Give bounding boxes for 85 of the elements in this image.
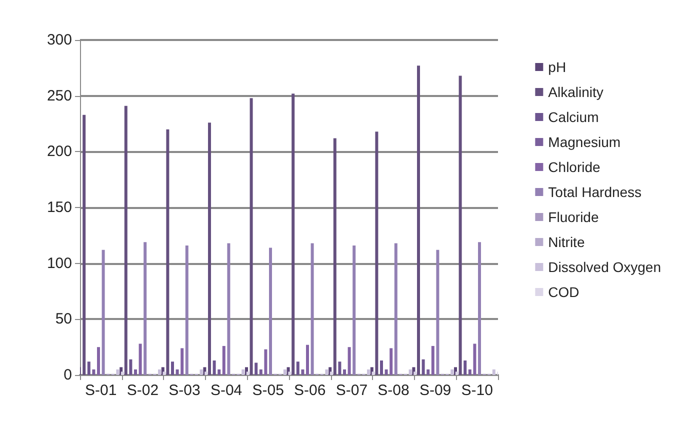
legend-label: Calcium [548,109,599,125]
legend-label: Dissolved Oxygen [548,259,661,275]
bar [121,372,124,375]
bar [394,243,398,375]
bar [426,369,430,375]
bar [436,250,440,375]
y-tick-label: 250 [46,87,72,104]
bar [92,369,96,375]
bar [138,344,142,375]
bar [102,250,105,375]
bar [330,372,333,375]
y-tick-label: 100 [46,254,72,272]
bar [246,372,250,375]
bar [116,369,120,375]
bar [200,369,203,375]
bar [242,369,245,375]
bar [82,114,86,375]
legend-label: Total Hardness [548,184,642,200]
bar [492,369,496,375]
x-tick-label: S-04 [210,382,242,399]
bar [227,243,230,375]
legend-label: Fluoride [548,209,599,225]
bar [204,372,208,375]
bar [450,369,454,375]
bar [129,359,132,375]
bar [301,369,304,375]
bar [372,372,375,375]
bar [367,369,370,375]
bar [87,362,90,375]
bar [288,372,292,375]
y-tick-label: 300 [46,32,72,48]
bar [458,76,462,375]
bar [380,360,383,375]
legend-label: Alkalinity [548,84,604,100]
bar [325,369,328,375]
bar [144,242,147,375]
bar [408,369,412,375]
y-tick-label: 0 [64,366,72,384]
bar [296,362,300,375]
bar [158,369,161,375]
legend-label: COD [548,284,580,300]
bar [455,372,458,375]
x-tick-label: S-01 [85,382,117,399]
bar [306,344,309,375]
y-tick-label: 50 [55,310,72,328]
bar [97,347,100,375]
bar [269,248,272,375]
bar [162,372,166,375]
bar [254,362,258,375]
bar [218,369,221,375]
x-tick-label: S-02 [126,382,159,399]
bar [124,106,128,375]
bar [348,347,351,375]
bar [417,66,420,375]
bar [343,369,346,375]
bar [333,138,336,375]
bar [134,369,137,375]
bar [171,362,174,375]
y-tick-label: 150 [46,199,72,216]
x-tick-label: S-05 [252,382,284,399]
legend-label: Nitrite [548,234,585,250]
bar [212,360,216,375]
bar [431,346,434,375]
bar [185,245,188,375]
bar [352,245,356,375]
x-tick-label: S-03 [168,382,200,399]
x-tick-label: S-10 [461,382,493,399]
x-tick-label: S-08 [378,382,410,399]
legend-label: Chloride [548,159,601,175]
bar [464,360,467,375]
bar [414,372,417,375]
bar [478,242,481,375]
legend-label: pH [548,59,566,75]
legend-label: Magnesium [548,134,621,150]
bar [338,362,342,375]
x-tick-label: S-06 [294,382,326,399]
y-tick-label: 200 [46,143,72,160]
bar [310,243,314,375]
bar [283,369,286,375]
bar [422,359,425,375]
x-tick-label: S-09 [419,382,452,399]
bar [250,98,253,375]
bar [222,346,226,375]
x-tick-label: S-07 [336,382,368,399]
bar [208,122,211,375]
